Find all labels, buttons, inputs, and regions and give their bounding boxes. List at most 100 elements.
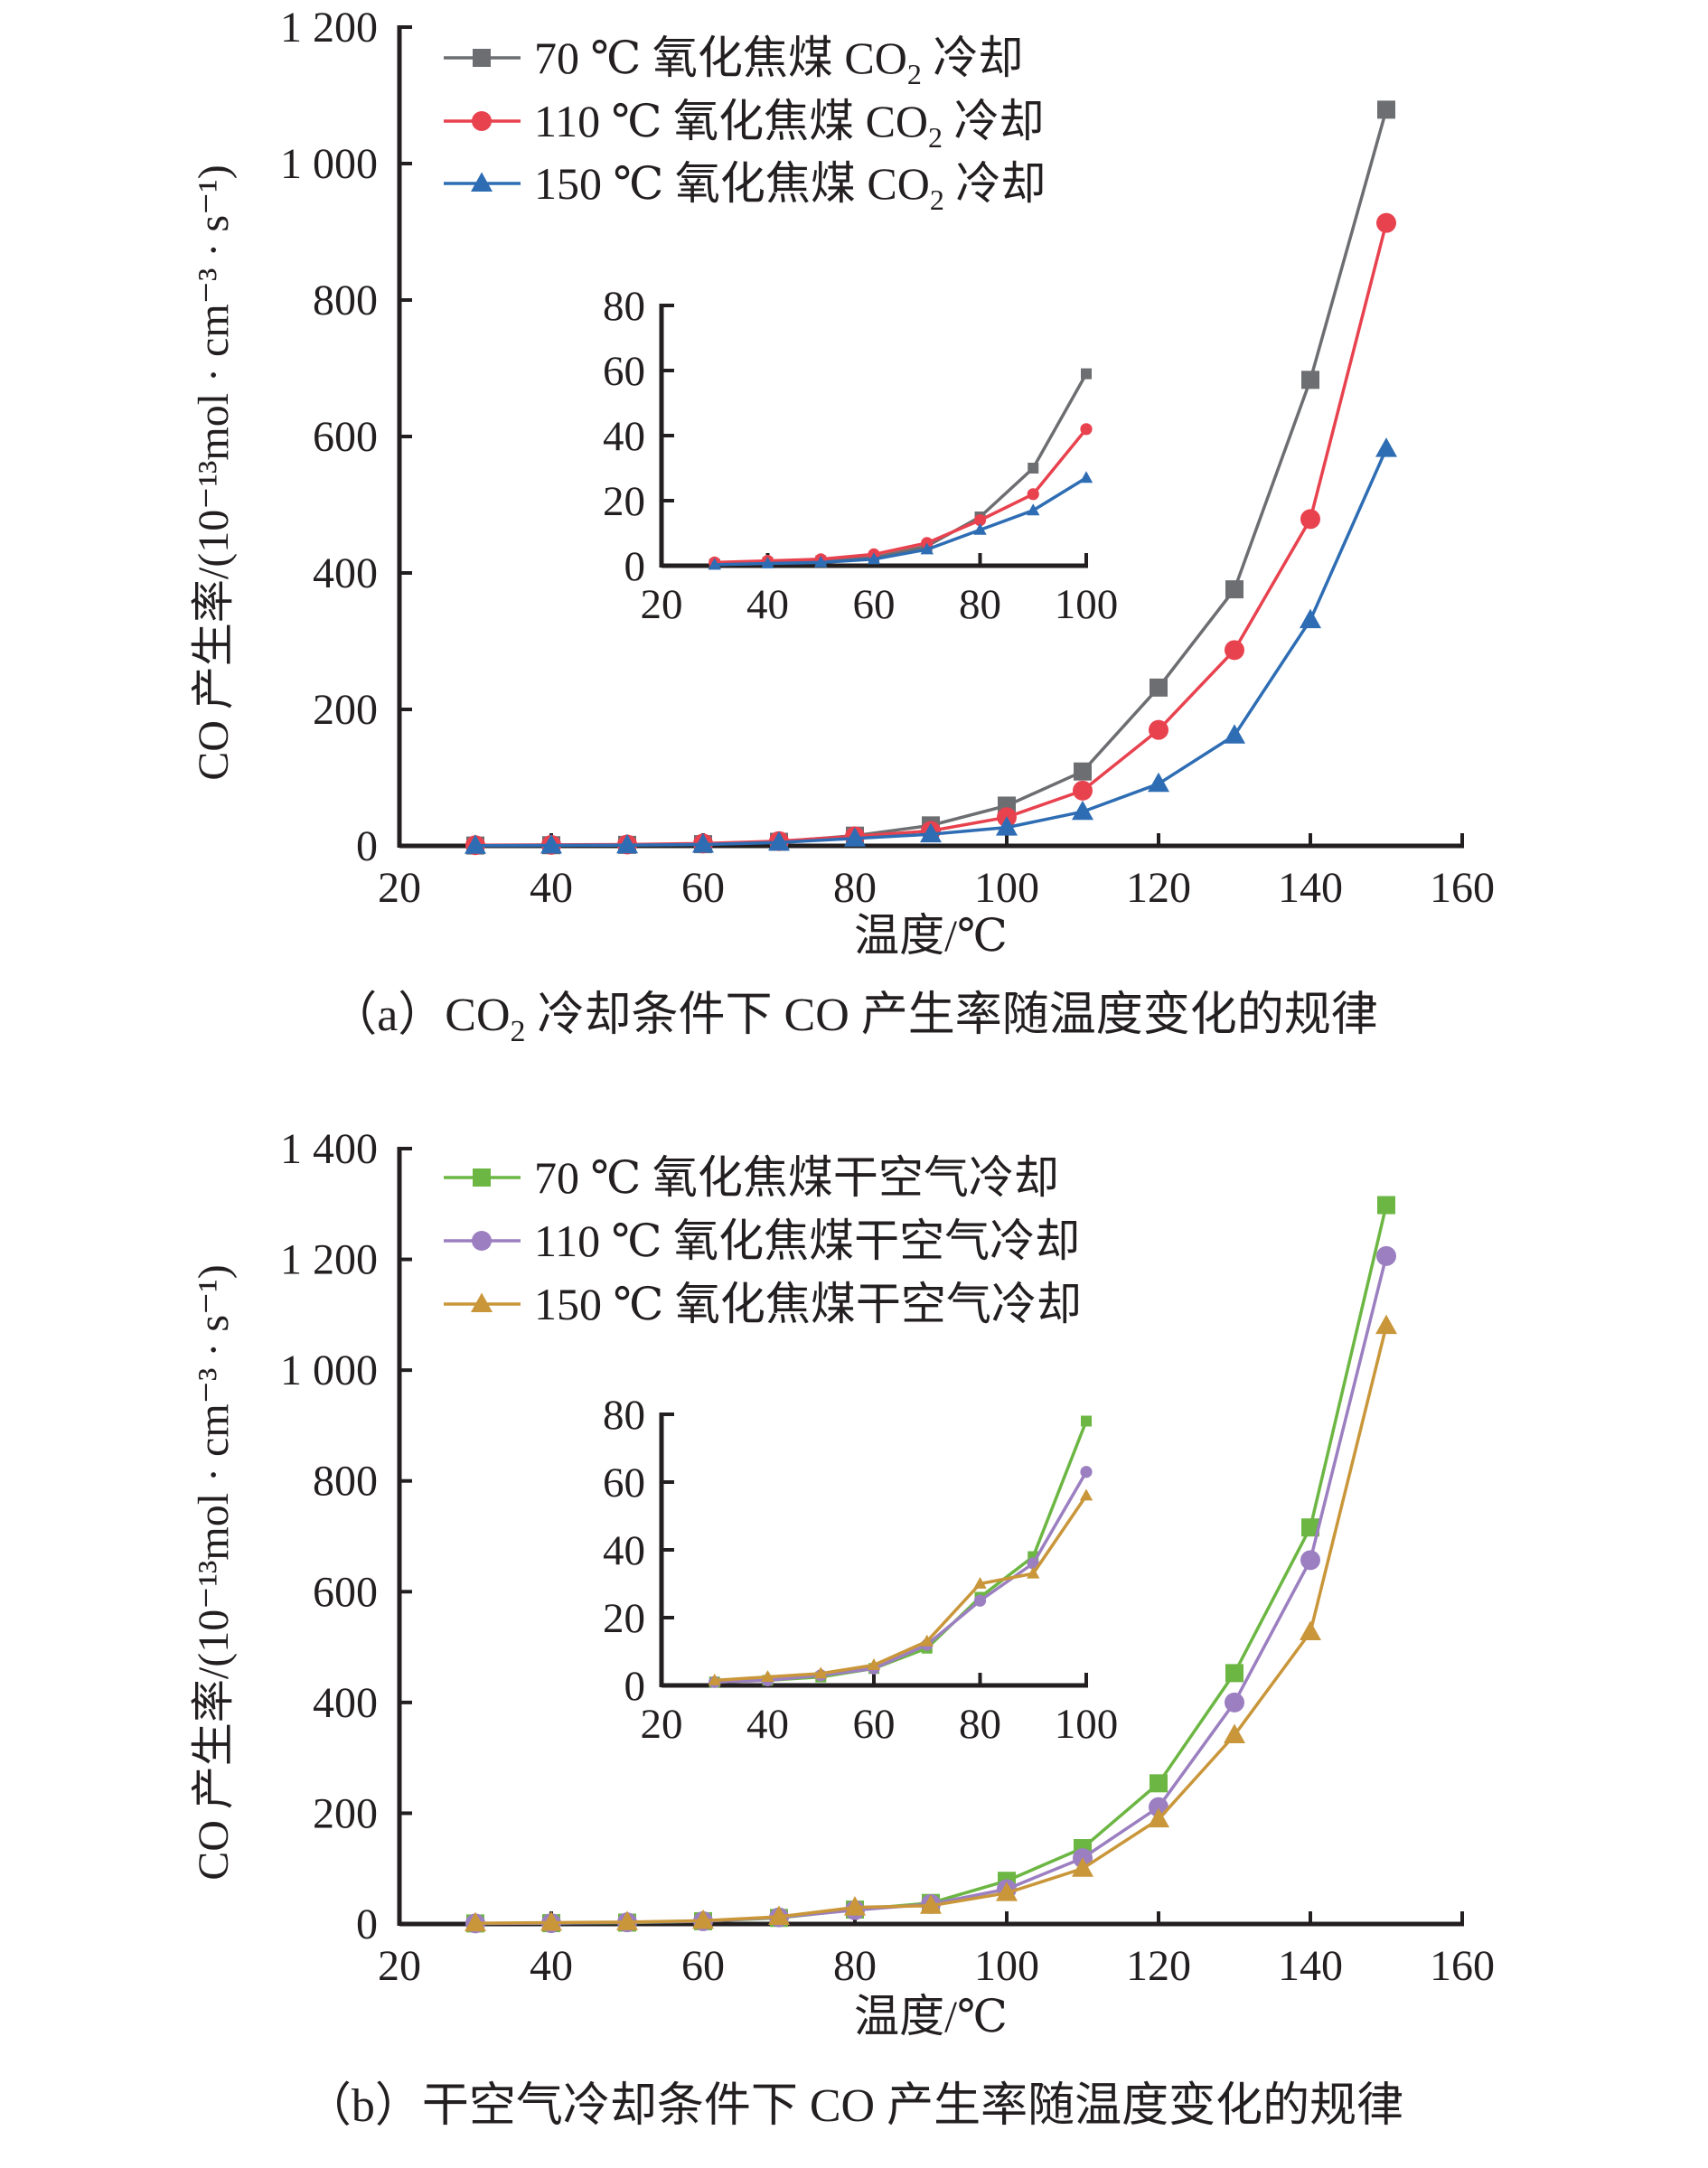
data-point <box>540 1910 562 1931</box>
caption-sub: 2 <box>511 1015 526 1048</box>
data-point <box>1225 1692 1244 1713</box>
data-point <box>1225 580 1243 599</box>
x-tick-label: 20 <box>378 1942 421 1990</box>
data-point <box>616 1910 638 1930</box>
inset-y-tick-label: 20 <box>603 1595 645 1642</box>
inset-data-point <box>1028 463 1039 474</box>
data-point <box>768 1905 790 1926</box>
series-1 <box>465 1245 1396 1934</box>
inset-x-tick-label: 100 <box>1055 581 1119 628</box>
y-tick-label: 200 <box>313 686 378 734</box>
y-tick-label: 400 <box>313 549 378 597</box>
x-tick-label: 80 <box>833 864 877 912</box>
caption-text: 冷却条件下 CO 产生率随温度变化的规律 <box>526 990 1378 1041</box>
data-point <box>1150 1774 1168 1793</box>
inset-series-2 <box>708 1488 1093 1685</box>
data-point <box>1074 762 1092 781</box>
data-point <box>1148 772 1169 793</box>
inset-series-line <box>714 476 1087 567</box>
legend-label-text: 冷却 <box>944 158 1046 209</box>
inset-data-point <box>867 552 881 565</box>
data-point <box>1300 608 1321 629</box>
figure-caption: （a）CO2 冷却条件下 CO 产生率随温度变化的规律 <box>330 990 1378 1048</box>
y-axis-title: CO 产生率/(10⁻¹³mol · cm⁻³ · s⁻¹) <box>190 164 238 781</box>
x-tick-label: 40 <box>530 864 573 912</box>
data-point <box>1149 719 1168 740</box>
inset-series-0 <box>709 368 1092 570</box>
series-2 <box>465 1314 1397 1932</box>
x-tick-label: 120 <box>1126 864 1191 912</box>
legend-item: 110 ℃ 氧化焦煤 CO2 冷却 <box>444 96 1045 154</box>
data-point <box>1300 1550 1320 1571</box>
data-point <box>1300 1620 1321 1641</box>
x-tick-label: 160 <box>1430 1942 1495 1990</box>
y-tick-label: 1 000 <box>280 1347 378 1394</box>
caption-text: （b）干空气冷却条件下 CO 产生率随温度变化的规律 <box>305 2080 1403 2132</box>
inset-series-line <box>714 1470 1088 1684</box>
inset-data-point <box>973 1594 987 1607</box>
data-point <box>1073 780 1093 801</box>
inset-y-tick-label: 40 <box>603 1527 645 1574</box>
y-tick-label: 600 <box>313 413 378 461</box>
inset-series-0 <box>709 1415 1092 1688</box>
inset-data-point <box>761 556 774 568</box>
inset-data-point <box>1079 1488 1093 1501</box>
inset-data-point <box>1081 368 1092 380</box>
inset-x-tick-label: 20 <box>641 581 683 628</box>
legend-marker <box>471 172 493 192</box>
data-point <box>1225 640 1244 661</box>
legend-label: 150 ℃ 氧化焦煤 CO2 冷却 <box>534 158 1046 216</box>
legend-label-text: 70 ℃ 氧化焦煤干空气冷却 <box>534 1152 1059 1203</box>
inset-y-tick-label: 60 <box>603 348 645 395</box>
x-axis-title: 温度/℃ <box>854 1991 1008 2041</box>
y-tick-label: 1 200 <box>280 4 378 52</box>
x-axis-title: 温度/℃ <box>854 910 1008 961</box>
legend-item: 70 ℃ 氧化焦煤 CO2 冷却 <box>444 33 1023 90</box>
x-tick-label: 80 <box>833 1942 877 1990</box>
inset-y-tick-label: 80 <box>603 1392 645 1439</box>
inset-data-point <box>814 555 828 568</box>
legend-marker <box>473 1168 491 1187</box>
legend-label-text: 70 ℃ 氧化焦煤 CO <box>534 33 907 83</box>
x-tick-label: 60 <box>681 1942 725 1990</box>
inset-x-tick-label: 40 <box>746 1701 789 1748</box>
data-point <box>1225 1664 1243 1683</box>
legend-marker <box>472 1231 492 1251</box>
legend-label: 110 ℃ 氧化焦煤干空气冷却 <box>534 1215 1080 1266</box>
data-point <box>465 834 486 854</box>
data-point <box>540 833 562 854</box>
data-point <box>1148 1807 1169 1828</box>
inset-y-tick-label: 20 <box>603 478 645 525</box>
y-tick-label: 600 <box>313 1568 378 1616</box>
inset-data-point <box>1081 1415 1092 1427</box>
y-tick-label: 1 000 <box>280 140 378 188</box>
legend-label-text: 冷却 <box>943 96 1045 146</box>
inset-data-point <box>761 1670 774 1683</box>
caption-text: （a）CO <box>330 990 510 1041</box>
legend-item: 70 ℃ 氧化焦煤干空气冷却 <box>444 1152 1059 1203</box>
legend-label: 70 ℃ 氧化焦煤干空气冷却 <box>534 1152 1059 1203</box>
legend-label-sub: 2 <box>907 58 922 90</box>
y-axis-title: CO 产生率/(10⁻¹³mol · cm⁻³ · s⁻¹) <box>190 1264 238 1881</box>
legend-label: 70 ℃ 氧化焦煤 CO2 冷却 <box>534 33 1023 90</box>
data-point <box>996 1882 1018 1901</box>
y-tick-label: 800 <box>313 1458 378 1506</box>
inset-series-line <box>714 427 1088 565</box>
data-point <box>1300 509 1320 530</box>
y-tick-label: 200 <box>313 1789 378 1837</box>
inset-data-point <box>1027 488 1039 501</box>
inset-data-point <box>1080 423 1093 436</box>
inset-x-tick-label: 60 <box>853 1701 896 1748</box>
inset-data-point <box>708 558 721 570</box>
legend-marker <box>471 1292 493 1312</box>
data-point <box>844 827 866 847</box>
x-tick-label: 60 <box>681 864 725 912</box>
figure-caption: （b）干空气冷却条件下 CO 产生率随温度变化的规律 <box>305 2080 1403 2132</box>
data-point <box>996 816 1018 836</box>
inset-y-tick-label: 0 <box>624 1663 646 1710</box>
